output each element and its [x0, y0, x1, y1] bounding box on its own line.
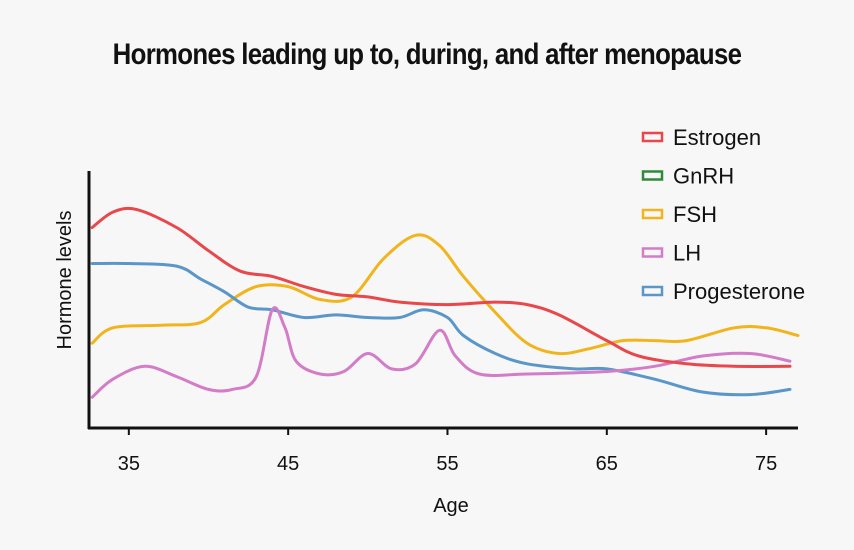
- x-ticks: 35 45 55 65 75: [118, 428, 777, 475]
- series-layer: [90, 206, 800, 399]
- legend-item-estrogen: Estrogen: [641, 125, 761, 150]
- legend-item-lh: LH: [641, 241, 701, 266]
- legend: Estrogen GnRH FSH LH Progesterone: [641, 125, 805, 304]
- legend-swatch: [641, 285, 664, 297]
- series-line-lh: [90, 306, 792, 399]
- legend-label: Progesterone: [673, 279, 805, 304]
- legend-item-progesterone: Progesterone: [641, 279, 805, 304]
- legend-swatch: [641, 208, 664, 220]
- x-axis-label: Age: [433, 495, 469, 517]
- axes: [87, 171, 798, 430]
- legend-swatch: [641, 170, 664, 181]
- legend-swatch: [641, 131, 664, 143]
- legend-item-fsh: FSH: [641, 202, 717, 227]
- x-tick-label: 55: [436, 453, 458, 475]
- legend-label: Estrogen: [673, 125, 761, 150]
- x-tick-label: 75: [755, 453, 777, 475]
- series-line-fsh: [90, 233, 800, 356]
- x-tick-label: 35: [118, 453, 140, 475]
- y-axis-label: Hormone levels: [54, 211, 76, 350]
- x-tick-label: 65: [596, 453, 618, 475]
- x-tick-label: 45: [277, 453, 299, 475]
- chart-title: Hormones leading up to, during, and afte…: [112, 38, 742, 71]
- legend-label: LH: [673, 241, 701, 266]
- series-line-progesterone: [90, 261, 792, 397]
- legend-item-gnrh: GnRH: [641, 164, 734, 189]
- legend-swatch: [641, 247, 664, 258]
- legend-label: FSH: [673, 202, 717, 227]
- legend-label: GnRH: [673, 164, 734, 189]
- series-line-estrogen: [90, 206, 792, 368]
